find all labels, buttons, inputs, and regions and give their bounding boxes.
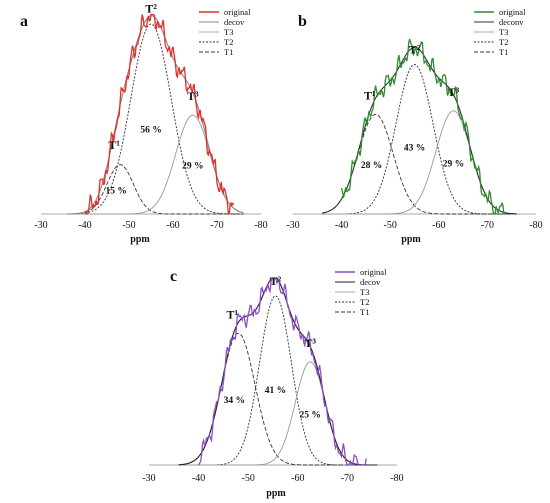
- legend-entry: T3: [499, 27, 508, 37]
- x-axis-label: ppm: [130, 234, 150, 245]
- legend-entry: original: [224, 7, 251, 17]
- peak-percent-label: 25 %: [300, 410, 321, 420]
- deconv-curve: [322, 46, 517, 215]
- panel-label: b: [298, 13, 307, 30]
- chart-panel-c: -30 -40 -50 -60 -70 -80 ppm c T¹ 34 % T² 41 % T³ 25 %…: [142, 267, 403, 499]
- peak-label-T2: T²: [409, 42, 421, 56]
- x-tick-label: -70: [341, 473, 354, 484]
- x-tick-label: -60: [166, 220, 179, 231]
- x-tick-label: -30: [142, 473, 155, 484]
- deconv-curve: [67, 15, 244, 215]
- component-curve-1: [178, 332, 378, 466]
- x-tick-label: -40: [335, 220, 348, 231]
- x-tick-label: -60: [291, 473, 304, 484]
- peak-percent-label: 28 %: [361, 161, 382, 171]
- peak-percent-label: 56 %: [140, 126, 161, 136]
- component-curve-2: [67, 23, 244, 215]
- component-curve-3: [178, 361, 378, 466]
- legend-entry: T3: [360, 287, 369, 297]
- x-tick-label: -50: [384, 220, 397, 231]
- legend-entry: deconv: [499, 17, 524, 27]
- legend-entry: original: [360, 267, 387, 277]
- legend-entry: T2: [499, 37, 508, 47]
- legend-entry: T1: [224, 47, 233, 57]
- x-tick-label: -40: [78, 220, 91, 231]
- x-tick-label: -70: [481, 220, 494, 231]
- legend-entry: T2: [360, 297, 369, 307]
- legend-entry: decov: [360, 277, 381, 287]
- x-axis-label: ppm: [401, 234, 421, 245]
- peak-label-T3: T³: [187, 89, 199, 103]
- x-tick-label: -80: [254, 220, 267, 231]
- x-tick-label: -50: [242, 473, 255, 484]
- peak-percent-label: 29 %: [443, 159, 464, 169]
- x-tick-label: -40: [192, 473, 205, 484]
- legend-entry: T3: [224, 27, 233, 37]
- peak-label-T1: T¹: [364, 89, 376, 103]
- peak-percent-label: 15 %: [106, 186, 127, 196]
- peak-label-T2: T²: [145, 1, 157, 15]
- peak-percent-label: 43 %: [404, 144, 425, 154]
- peak-percent-label: 34 %: [224, 396, 245, 406]
- legend-entry: T1: [360, 307, 369, 317]
- x-tick-label: -50: [122, 220, 135, 231]
- legend-entry: original: [499, 7, 526, 17]
- panel-label: c: [170, 268, 177, 285]
- peak-percent-label: 41 %: [265, 386, 286, 396]
- peak-label-T1: T¹: [226, 308, 238, 322]
- component-curve-2: [178, 295, 378, 466]
- peak-label-T3: T³: [304, 336, 316, 350]
- peak-label-T1: T¹: [108, 138, 120, 152]
- chart-panel-a: -30 -40 -50 -60 -70 -80 ppm a T¹ 15 % T² 56 % T³ 29 %…: [20, 1, 268, 245]
- x-tick-label: -80: [390, 473, 403, 484]
- peak-percent-label: 29 %: [182, 162, 203, 172]
- peak-label-T2: T²: [270, 274, 282, 288]
- original-curve: [198, 277, 367, 466]
- x-axis-label: ppm: [266, 488, 286, 499]
- legend-entry: T1: [499, 47, 508, 57]
- x-tick-label: -30: [286, 220, 299, 231]
- component-curve-2: [322, 64, 517, 215]
- original-curve: [84, 13, 235, 215]
- x-tick-label: -60: [432, 220, 445, 231]
- x-tick-label: -30: [34, 220, 47, 231]
- legend-entry: decov: [224, 17, 245, 27]
- original-curve: [340, 38, 506, 216]
- legend-entry: T2: [224, 37, 233, 47]
- chart-panel-b: -30 -40 -50 -60 -70 -80 ppm b T¹ 28 % T² 43 % T³ 29 %…: [286, 7, 542, 245]
- panel-label: a: [20, 13, 28, 30]
- peak-label-T3: T³: [448, 85, 460, 99]
- x-tick-label: -80: [529, 220, 542, 231]
- x-tick-label: -70: [210, 220, 223, 231]
